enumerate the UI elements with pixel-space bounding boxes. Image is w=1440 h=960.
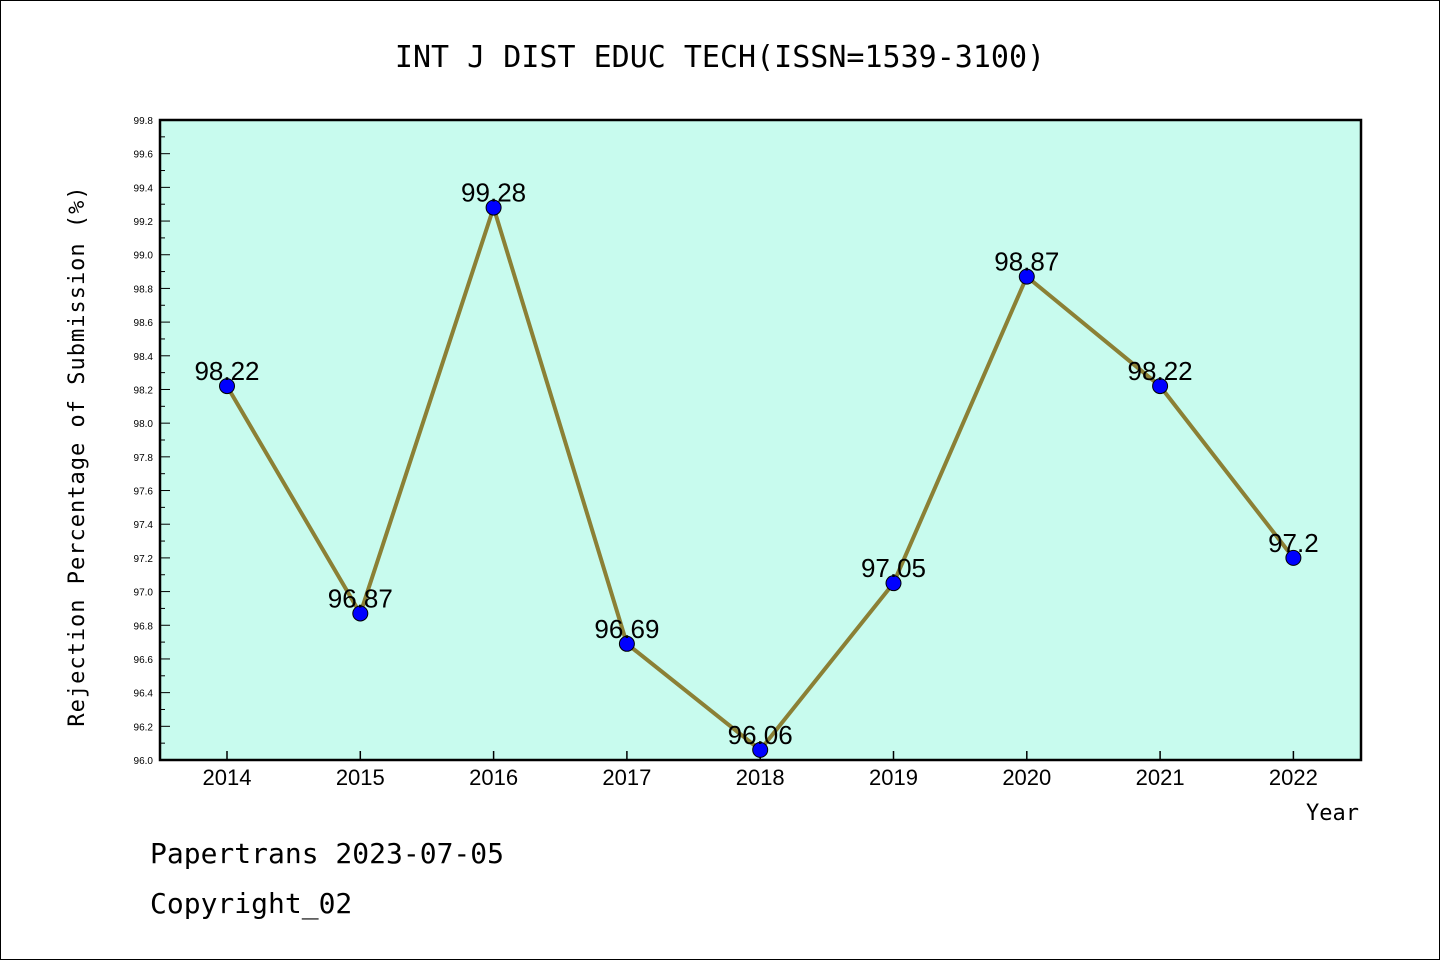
y-tick-label: 99.4 bbox=[134, 183, 154, 194]
data-point bbox=[885, 575, 902, 592]
data-point bbox=[1152, 378, 1169, 395]
data-label: 96.87 bbox=[328, 583, 393, 613]
x-tick-label: 2014 bbox=[203, 765, 252, 790]
y-tick-label: 99.6 bbox=[134, 150, 154, 161]
y-tick-label: 98.4 bbox=[134, 352, 154, 363]
y-tick-label: 96.6 bbox=[134, 655, 154, 666]
chart-title: INT J DIST EDUC TECH(ISSN=1539-3100) bbox=[395, 40, 1045, 75]
y-tick-label: 99.0 bbox=[134, 251, 154, 262]
y-tick-label: 99.8 bbox=[134, 116, 154, 127]
y-tick-label: 97.8 bbox=[134, 453, 154, 464]
x-tick-label: 2015 bbox=[336, 765, 385, 790]
footer-line-1: Papertrans 2023-07-05 bbox=[150, 837, 504, 870]
y-tick-label: 99.2 bbox=[134, 217, 154, 228]
y-tick-label: 97.0 bbox=[134, 588, 154, 599]
x-axis: 2014 2015 2016 2017 2018 2019 2020 2021 2022 bbox=[203, 751, 1318, 790]
data-point bbox=[352, 605, 369, 622]
data-point bbox=[1018, 268, 1035, 285]
y-tick-label: 96.2 bbox=[134, 722, 154, 733]
y-tick-label: 98.6 bbox=[134, 318, 154, 329]
data-point bbox=[752, 741, 769, 758]
data-point bbox=[219, 378, 235, 395]
x-tick-label: 2020 bbox=[1002, 765, 1051, 790]
x-tick-label: 2016 bbox=[469, 765, 518, 790]
y-tick-label: 98.0 bbox=[134, 419, 154, 430]
y-tick-label: 98.2 bbox=[134, 385, 154, 396]
data-label: 97.2 bbox=[1268, 528, 1319, 558]
data-label: 97.05 bbox=[861, 553, 926, 583]
data-point bbox=[1285, 549, 1302, 566]
y-axis-label: Rejection Percentage of Submission (%) bbox=[65, 185, 90, 726]
x-tick-label: 2019 bbox=[869, 765, 918, 790]
data-label: 99.28 bbox=[461, 178, 526, 208]
y-tick-label: 97.6 bbox=[134, 487, 154, 498]
y-tick-label: 97.4 bbox=[134, 520, 154, 531]
footer-line-2: Copyright_02 bbox=[150, 887, 352, 921]
data-label: 96.06 bbox=[728, 720, 793, 750]
data-label: 96.69 bbox=[594, 614, 659, 644]
data-label-group: 98.22 96.87 99.28 96.69 96.06 97.05 98.87 98.22… bbox=[194, 178, 1318, 750]
y-tick-label: 96.0 bbox=[134, 756, 154, 767]
data-point bbox=[485, 199, 502, 216]
data-point bbox=[618, 635, 635, 652]
y-axis: 96.0 96.2 96.4 96.6 96.8 97.0 97.2 97.4 97.6 97.8… bbox=[134, 116, 170, 767]
x-tick-label: 2022 bbox=[1269, 765, 1318, 790]
x-axis-label: Year bbox=[1306, 801, 1359, 826]
y-tick-label: 97.2 bbox=[134, 554, 154, 565]
x-tick-label: 2017 bbox=[602, 765, 651, 790]
y-tick-label: 96.4 bbox=[134, 689, 154, 700]
data-label: 98.87 bbox=[994, 247, 1059, 277]
data-label: 98.22 bbox=[194, 356, 259, 386]
x-tick-label: 2018 bbox=[736, 765, 785, 790]
data-label: 98.22 bbox=[1128, 356, 1193, 386]
plot-area bbox=[158, 118, 1363, 762]
x-tick-label: 2021 bbox=[1136, 765, 1185, 790]
series-line-group bbox=[219, 199, 1302, 758]
y-tick-label: 96.8 bbox=[134, 621, 154, 632]
y-tick-label: 98.8 bbox=[134, 284, 154, 295]
